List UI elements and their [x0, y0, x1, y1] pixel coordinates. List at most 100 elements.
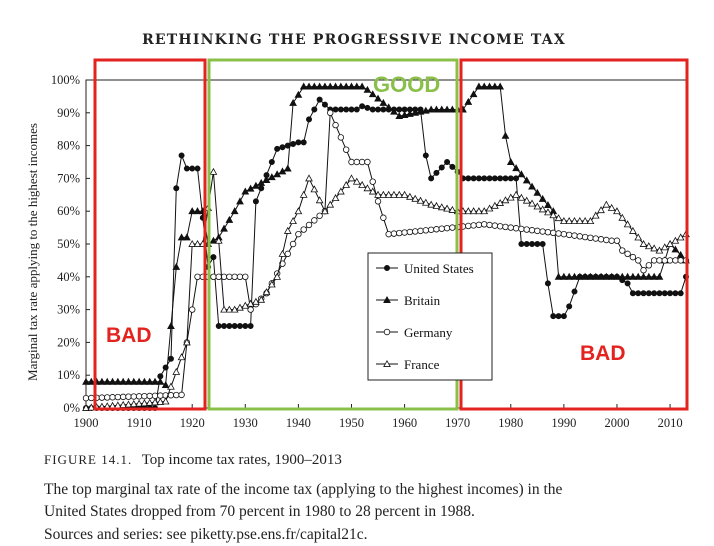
data-point	[274, 145, 281, 152]
data-point	[613, 237, 621, 244]
data-point	[629, 253, 637, 261]
data-point	[252, 198, 259, 205]
data-point	[352, 82, 361, 90]
data-point	[374, 94, 382, 102]
legend-item: France	[376, 357, 440, 372]
data-point	[220, 224, 228, 232]
data-point	[496, 82, 505, 90]
data-point	[587, 234, 594, 242]
data-point	[523, 240, 530, 247]
data-point	[555, 230, 562, 237]
data-point	[295, 230, 302, 238]
data-point	[188, 239, 197, 247]
data-point	[560, 313, 567, 320]
data-point	[305, 174, 313, 182]
data-point	[571, 232, 578, 239]
data-point	[236, 322, 243, 329]
data-point	[554, 214, 563, 222]
data-point	[422, 227, 430, 234]
data-point	[321, 207, 329, 215]
data-point	[448, 105, 457, 113]
data-point	[262, 176, 271, 184]
data-point	[241, 187, 250, 195]
data-point	[352, 177, 361, 185]
data-point	[194, 273, 201, 280]
data-point	[279, 260, 286, 267]
data-point	[267, 173, 276, 181]
x-tick-label: 2010	[658, 416, 683, 430]
data-point	[667, 290, 674, 297]
data-point	[156, 397, 165, 405]
data-point	[151, 392, 159, 399]
data-point	[565, 272, 574, 280]
data-point	[496, 198, 505, 206]
data-point	[167, 355, 174, 362]
data-point	[469, 207, 478, 215]
data-point	[480, 207, 489, 215]
data-point	[326, 82, 335, 90]
bad-box-left	[93, 58, 207, 411]
data-point	[597, 206, 605, 214]
data-point	[650, 244, 659, 252]
data-point	[300, 226, 307, 233]
data-point	[283, 164, 292, 172]
data-point	[624, 250, 631, 258]
caption-line-2: United States dropped from 70 percent in…	[44, 503, 475, 520]
data-point	[363, 184, 372, 192]
data-point	[316, 212, 323, 219]
legend-item: Britain	[376, 293, 441, 308]
data-point	[289, 98, 297, 106]
data-point	[342, 180, 351, 188]
data-point	[294, 207, 303, 215]
data-point	[336, 187, 345, 195]
data-point	[88, 394, 95, 402]
data-point	[581, 272, 589, 280]
data-point	[119, 393, 127, 401]
data-point	[443, 224, 451, 232]
data-point	[246, 299, 255, 307]
data-point	[119, 400, 128, 408]
data-point	[539, 228, 546, 235]
data-point	[289, 240, 297, 248]
data-point	[444, 158, 451, 165]
data-point	[565, 217, 574, 225]
data-point	[437, 105, 446, 113]
x-axis: 1900 1910 1920 1930 1940 1950 1960 1970 1980 1990…	[74, 404, 683, 430]
data-point	[507, 224, 514, 231]
data-point	[315, 196, 324, 204]
data-point	[570, 217, 579, 225]
data-point	[129, 377, 138, 385]
data-point	[465, 222, 472, 230]
data-point	[140, 377, 149, 385]
data-point	[310, 82, 319, 90]
legend-marker	[383, 295, 391, 303]
data-point	[189, 165, 196, 172]
x-tick-label: 1980	[498, 416, 523, 430]
x-tick-label: 1920	[180, 416, 205, 430]
data-point	[406, 109, 414, 117]
data-point	[576, 233, 584, 240]
data-point	[411, 108, 420, 116]
data-point	[161, 397, 170, 405]
data-point	[475, 82, 483, 90]
data-point	[161, 381, 170, 389]
data-point	[490, 82, 499, 90]
data-point	[278, 167, 287, 175]
legend-marker	[383, 328, 391, 336]
data-point	[331, 82, 340, 90]
y-tick-label: 50%	[57, 237, 80, 251]
y-tick-label: 80%	[57, 139, 80, 153]
data-point	[607, 272, 616, 280]
data-point	[353, 158, 360, 166]
series-britain	[82, 82, 690, 389]
data-point	[124, 400, 133, 408]
data-point	[379, 190, 388, 198]
bad-label-right: BAD	[580, 342, 626, 365]
data-point	[449, 163, 456, 170]
data-point	[241, 301, 250, 309]
data-point	[167, 321, 175, 329]
data-point	[236, 303, 244, 311]
data-point	[226, 273, 233, 280]
x-tick-label: 1910	[127, 416, 152, 430]
